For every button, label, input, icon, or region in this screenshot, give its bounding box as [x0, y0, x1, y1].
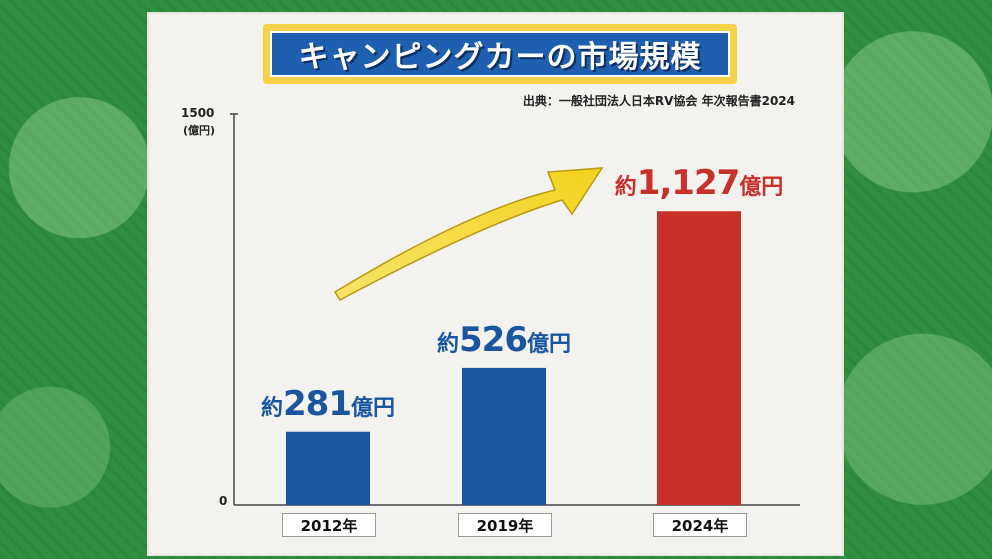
- ytick-zero: 0: [219, 494, 228, 508]
- bar-2: [657, 211, 741, 505]
- x-tick-label-1: 2019年: [458, 513, 552, 537]
- ytick-max: 1500: [181, 106, 215, 120]
- data-label-suffix: 億円: [526, 331, 572, 357]
- x-tick-label-0: 2012年: [282, 513, 376, 537]
- data-label-suffix: 億円: [739, 175, 784, 201]
- trend-arrow: [333, 167, 604, 301]
- data-label-1: 約526億円: [437, 320, 571, 360]
- x-tick-label-2: 2024年: [653, 513, 747, 537]
- data-label-number: 526: [459, 319, 528, 360]
- source-note: 出典：一般社団法人日本RV協会 年次報告書2024: [522, 94, 795, 108]
- title-banner: キャンピングカーの市場規模: [270, 31, 730, 77]
- y-axis-unit: (億円): [183, 124, 216, 137]
- bar-1: [462, 367, 546, 505]
- chart-title: キャンピングカーの市場規模: [298, 40, 702, 75]
- bar-0: [286, 431, 370, 505]
- title-frame: キャンピングカーの市場規模: [263, 24, 737, 84]
- data-label-0: 約281億円: [261, 384, 395, 424]
- data-label-number: 1,127: [636, 163, 741, 204]
- data-label-prefix: 約: [614, 175, 637, 201]
- data-label-number: 281: [283, 383, 352, 424]
- data-label-suffix: 億円: [350, 395, 396, 421]
- data-label-prefix: 約: [436, 331, 460, 357]
- data-label-2: 約1,127億円: [615, 163, 784, 203]
- data-label-prefix: 約: [260, 395, 284, 421]
